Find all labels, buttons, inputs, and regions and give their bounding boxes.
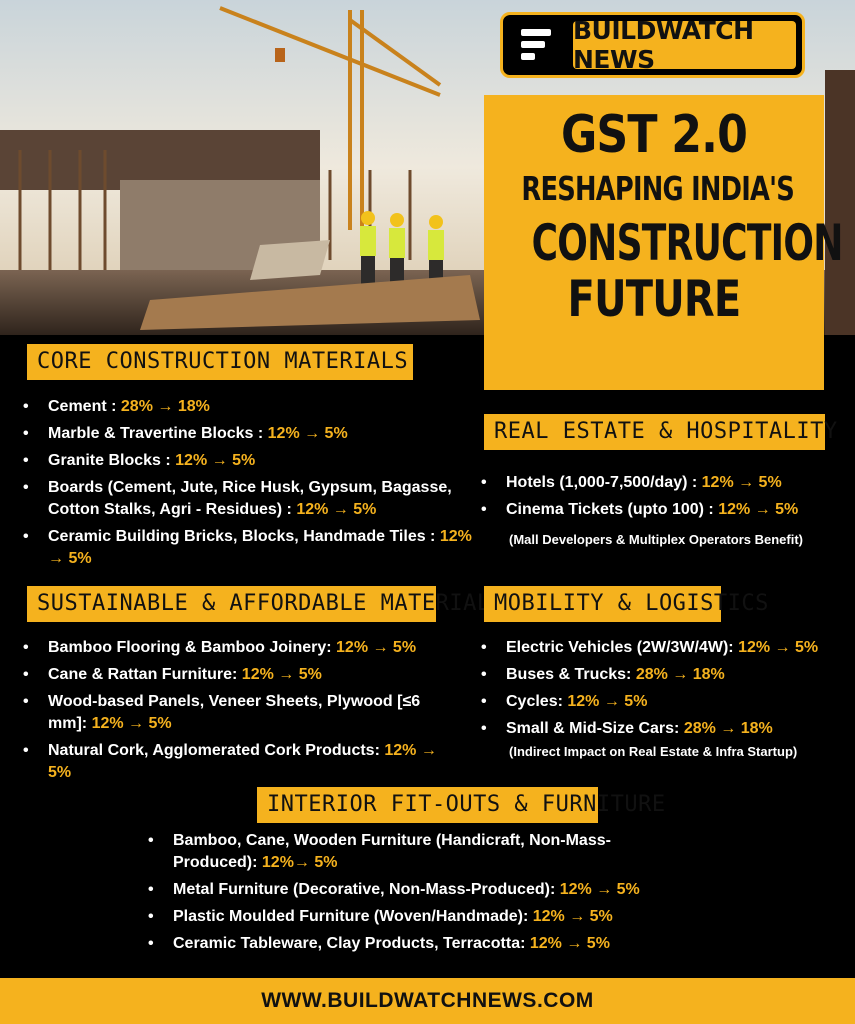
list-item: Metal Furniture (Decorative, Non-Mass-Pr…	[143, 879, 688, 901]
list-item: Granite Blocks : 12% → 5%	[18, 450, 483, 472]
mobility-list: Electric Vehicles (2W/3W/4W): 12% → 5% B…	[476, 637, 851, 745]
section-title-core: CORE CONSTRUCTION MATERIALS	[27, 344, 413, 380]
brand-name: BUILDWATCH NEWS	[573, 16, 796, 74]
interior-list: Bamboo, Cane, Wooden Furniture (Handicra…	[143, 830, 688, 960]
list-item: Hotels (1,000-7,500/day) : 12% → 5%	[476, 472, 851, 494]
realestate-note: (Mall Developers & Multiplex Operators B…	[509, 532, 804, 547]
list-item: Ceramic Building Bricks, Blocks, Handmad…	[18, 526, 483, 570]
headline-box: GST 2.0 RESHAPING INDIA'S CONSTRUCTION F…	[484, 95, 844, 390]
realestate-list: Hotels (1,000-7,500/day) : 12% → 5% Cine…	[476, 472, 851, 523]
list-item: Electric Vehicles (2W/3W/4W): 12% → 5%	[476, 637, 851, 659]
list-item: Plastic Moulded Furniture (Woven/Handmad…	[143, 906, 688, 928]
list-item: Boards (Cement, Jute, Rice Husk, Gypsum,…	[18, 477, 483, 521]
headline-line-3: CONSTRUCTION	[531, 214, 844, 272]
list-item: Cycles: 12% → 5%	[476, 691, 851, 713]
headline-line-1: GST 2.0	[560, 105, 748, 165]
list-item: Cane & Rattan Furniture: 12% → 5%	[18, 664, 463, 686]
list-item: Small & Mid-Size Cars: 28% → 18%	[476, 718, 851, 740]
section-title-sustainable: SUSTAINABLE & AFFORDABLE MATERIALS	[27, 586, 504, 622]
mobility-note: (Indirect Impact on Real Estate & Infra …	[509, 744, 798, 759]
list-item: Wood-based Panels, Veneer Sheets, Plywoo…	[18, 691, 463, 735]
footer-url[interactable]: WWW.BUILDWATCHNEWS.COM	[0, 978, 855, 1024]
brand-logo: BUILDWATCH NEWS	[500, 12, 805, 78]
list-item: Natural Cork, Agglomerated Cork Products…	[18, 740, 463, 784]
section-title-mobility: MOBILITY & LOGISTICS	[484, 586, 768, 622]
section-title-interior: INTERIOR FIT-OUTS & FURNITURE	[257, 787, 665, 823]
bars-logo-icon	[509, 21, 567, 69]
list-item: Marble & Travertine Blocks : 12% → 5%	[18, 423, 483, 445]
list-item: Cinema Tickets (upto 100) : 12% → 5%	[476, 499, 851, 521]
headline-line-4: FUTURE	[567, 270, 742, 328]
list-item: Ceramic Tableware, Clay Products, Terrac…	[143, 933, 688, 955]
sustainable-list: Bamboo Flooring & Bamboo Joinery: 12% → …	[18, 637, 463, 789]
section-title-realestate: REAL ESTATE & HOSPITALITY	[484, 414, 837, 450]
core-list: Cement : 28% → 18% Marble & Travertine B…	[18, 396, 483, 575]
headline-line-2: RESHAPING INDIA'S	[521, 169, 795, 208]
list-item: Buses & Trucks: 28% → 18%	[476, 664, 851, 686]
list-item: Bamboo, Cane, Wooden Furniture (Handicra…	[143, 830, 688, 874]
list-item: Cement : 28% → 18%	[18, 396, 483, 418]
list-item: Bamboo Flooring & Bamboo Joinery: 12% → …	[18, 637, 463, 659]
